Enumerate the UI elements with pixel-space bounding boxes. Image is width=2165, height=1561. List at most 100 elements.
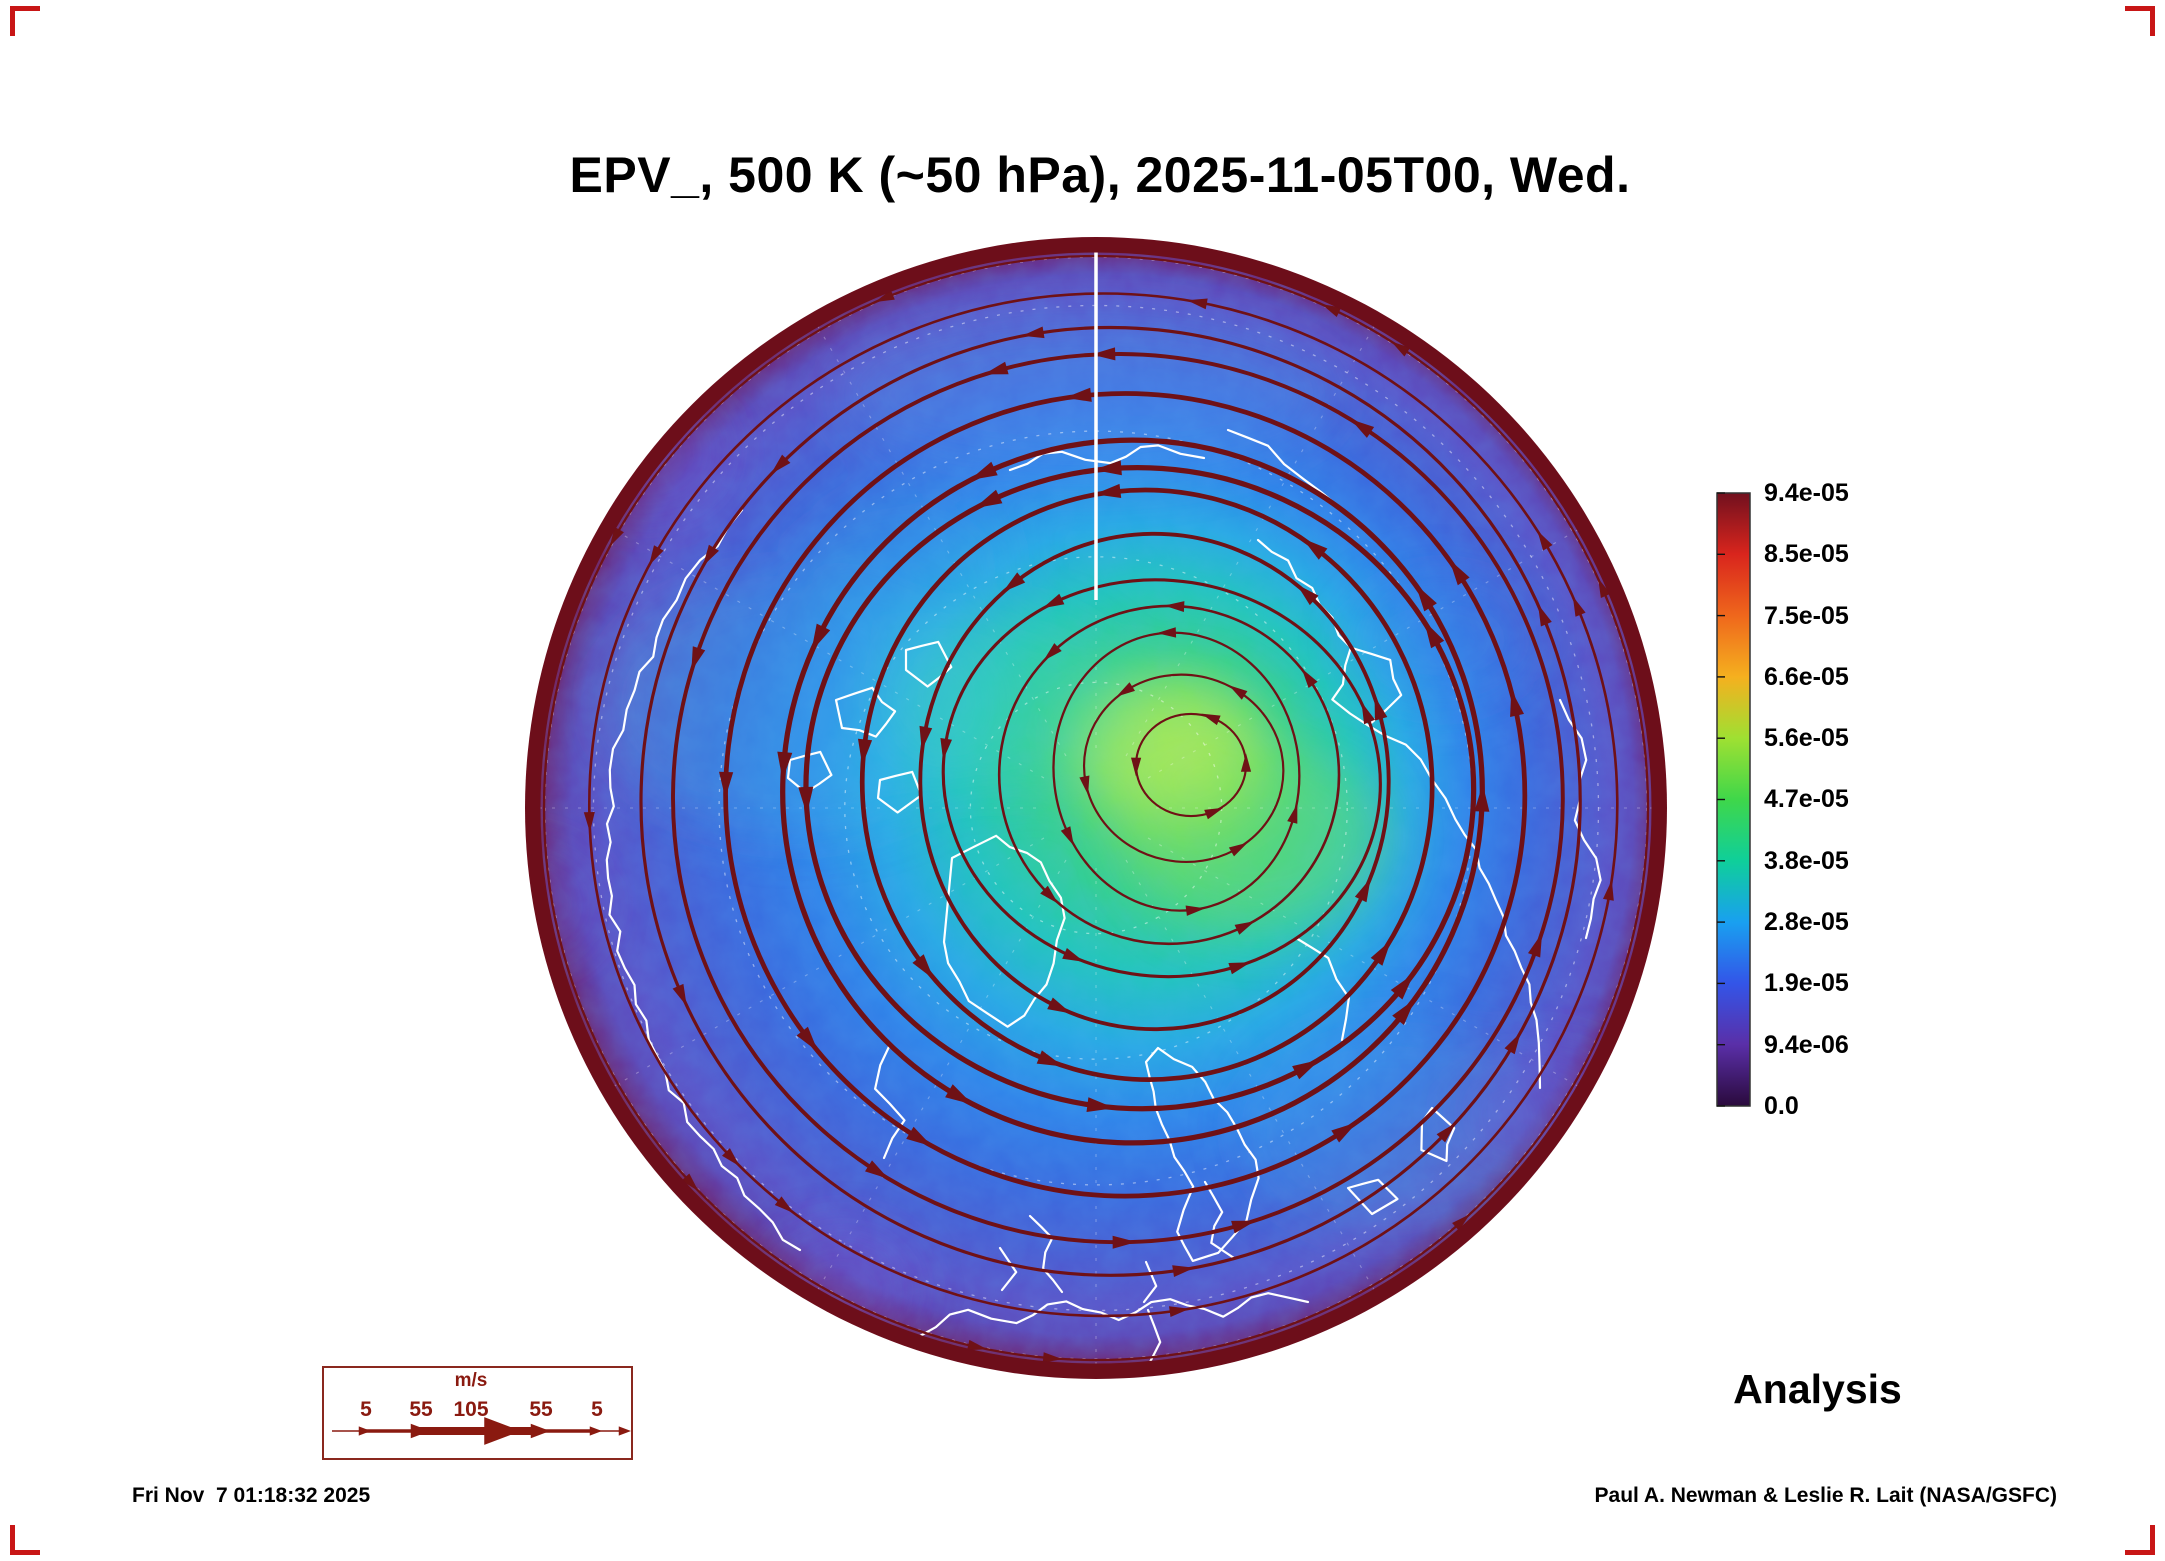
streamline-arrowhead bbox=[1528, 932, 1543, 958]
meridian-dashed-line bbox=[1147, 527, 1583, 779]
streamline-loop bbox=[639, 325, 1582, 1277]
streamline-arrowhead bbox=[1504, 1032, 1521, 1055]
field-patch bbox=[1128, 743, 1388, 933]
meridian-dashed-line bbox=[815, 859, 1067, 1295]
streamline-arrowhead bbox=[1022, 326, 1045, 339]
streamline-arrowhead bbox=[1350, 419, 1375, 438]
streamline-arrowhead bbox=[865, 1160, 889, 1179]
colorbar-ticks bbox=[1717, 492, 1725, 1107]
streamline-arrowhead bbox=[1374, 696, 1388, 721]
streamline-arrowhead bbox=[1228, 685, 1248, 700]
coastline bbox=[1558, 698, 1602, 940]
streamline-arrowhead bbox=[1169, 1306, 1190, 1317]
colorbar-tick-label: 6.6e-05 bbox=[1764, 662, 1849, 691]
field-patch bbox=[527, 847, 597, 963]
streamline-arrowhead bbox=[691, 646, 706, 671]
streamline-arrowhead bbox=[983, 361, 1009, 375]
meridian-dashed-line bbox=[609, 837, 1045, 1089]
crop-mark bbox=[10, 6, 40, 11]
streamline-loop bbox=[723, 391, 1528, 1199]
colorbar-tick-labels: 9.4e-05 8.5e-05 7.5e-05 6.6e-05 5.6e-05 … bbox=[1764, 480, 1849, 1119]
streamline-arrowhead bbox=[1538, 604, 1552, 627]
wind-speed-label: 5 bbox=[360, 1398, 372, 1421]
coastline bbox=[1350, 646, 1403, 726]
colorbar-tick-label: 3.8e-05 bbox=[1764, 846, 1849, 875]
globe bbox=[525, 237, 1667, 1379]
streamline-arrowhead bbox=[1292, 1059, 1320, 1080]
streamline-arrowhead bbox=[1079, 775, 1090, 795]
colorbar-tick-label: 2.8e-05 bbox=[1764, 908, 1849, 937]
streamline-arrowhead bbox=[672, 983, 687, 1007]
streamline-arrowhead bbox=[1187, 298, 1208, 310]
crop-mark bbox=[2125, 6, 2155, 11]
streamline-arrowhead bbox=[906, 1126, 933, 1147]
coastline bbox=[998, 1246, 1018, 1292]
vortex-edge-rim bbox=[525, 237, 1667, 1379]
colorbar-tick-label: 8.5e-05 bbox=[1764, 540, 1849, 569]
colorbar-tick-label: 9.4e-05 bbox=[1764, 479, 1849, 507]
streamline-arrowhead bbox=[719, 771, 734, 798]
streamline-arrowhead bbox=[1164, 601, 1185, 612]
streamline-arrowhead bbox=[1047, 997, 1072, 1014]
wind-speed-legend-graphic bbox=[332, 1417, 631, 1445]
streamline-arrowhead bbox=[1302, 538, 1328, 560]
streamline-arrowhead bbox=[1094, 483, 1122, 498]
colorbar-tick-label: 7.5e-05 bbox=[1764, 601, 1849, 630]
streamline-arrowhead bbox=[1042, 593, 1065, 609]
coastline bbox=[1144, 1046, 1260, 1262]
wind-speed-label: 55 bbox=[529, 1398, 553, 1421]
streamline-arrowhead bbox=[969, 461, 998, 481]
streamline-arrowhead bbox=[1091, 347, 1116, 361]
streamline-arrowhead bbox=[1036, 1050, 1064, 1067]
coastline bbox=[1346, 1178, 1399, 1216]
streamline-arrowhead bbox=[1354, 878, 1371, 903]
crop-mark bbox=[10, 1550, 40, 1555]
colorbar-tick-label: 1.9e-05 bbox=[1764, 969, 1849, 998]
streamline-arrowhead bbox=[1603, 880, 1614, 901]
streamline-arrowhead bbox=[583, 812, 595, 833]
streamline-arrowhead bbox=[681, 1173, 699, 1192]
streamline-arrowhead bbox=[1042, 1352, 1063, 1363]
credit: Paul A. Newman & Leslie R. Lait (NASA/GS… bbox=[1594, 1484, 2057, 1507]
streamline-arrowhead bbox=[1296, 584, 1319, 606]
wind-scale-arrowhead bbox=[358, 1426, 371, 1436]
colorbar-tick-label: 4.7e-05 bbox=[1764, 785, 1849, 814]
streamline-arrowhead bbox=[1093, 460, 1122, 476]
streamline-arrowhead bbox=[609, 527, 624, 547]
coastline bbox=[1028, 1214, 1064, 1294]
latitude-circle bbox=[844, 556, 1348, 1060]
coastline bbox=[1226, 428, 1340, 508]
streamline-arrowhead bbox=[1301, 668, 1318, 688]
streamline-arrowhead bbox=[1391, 341, 1411, 357]
wind-scale-arrowhead bbox=[484, 1417, 521, 1445]
streamline-arrowhead bbox=[722, 1148, 740, 1167]
wind-units-label: m/s bbox=[454, 1370, 488, 1391]
streamline-loop bbox=[1082, 673, 1285, 864]
wind-speed-label: 55 bbox=[409, 1398, 433, 1421]
timestamp: Fri Nov 7 01:18:32 2025 bbox=[132, 1484, 371, 1507]
streamline-arrowhead bbox=[1537, 530, 1553, 551]
streamline-arrowhead bbox=[967, 1339, 987, 1351]
streamline-arrowhead bbox=[1392, 998, 1416, 1025]
streamline-arrowhead bbox=[1449, 559, 1470, 586]
streamline-arrowhead bbox=[1415, 584, 1437, 612]
streamline-arrowhead bbox=[1185, 905, 1206, 916]
streamline-arrowhead bbox=[1201, 713, 1221, 726]
streamline-arrowhead bbox=[649, 545, 664, 566]
colorbar bbox=[1716, 492, 1751, 1107]
streamline-arrowhead bbox=[1156, 627, 1177, 638]
streamline-arrowhead bbox=[1231, 1220, 1256, 1234]
crop-mark bbox=[10, 6, 15, 36]
streamline-arrowhead bbox=[1116, 682, 1135, 697]
coastline bbox=[1203, 1180, 1236, 1260]
streamline-arrowhead bbox=[1572, 596, 1586, 617]
coastline bbox=[605, 508, 802, 1252]
crop-mark bbox=[2150, 1525, 2155, 1555]
crop-mark bbox=[2125, 1550, 2155, 1555]
streamline-arrowhead bbox=[798, 786, 814, 815]
streamline-arrowhead bbox=[1234, 921, 1255, 935]
streamline-loop bbox=[997, 604, 1341, 946]
coastline bbox=[1146, 1308, 1162, 1368]
